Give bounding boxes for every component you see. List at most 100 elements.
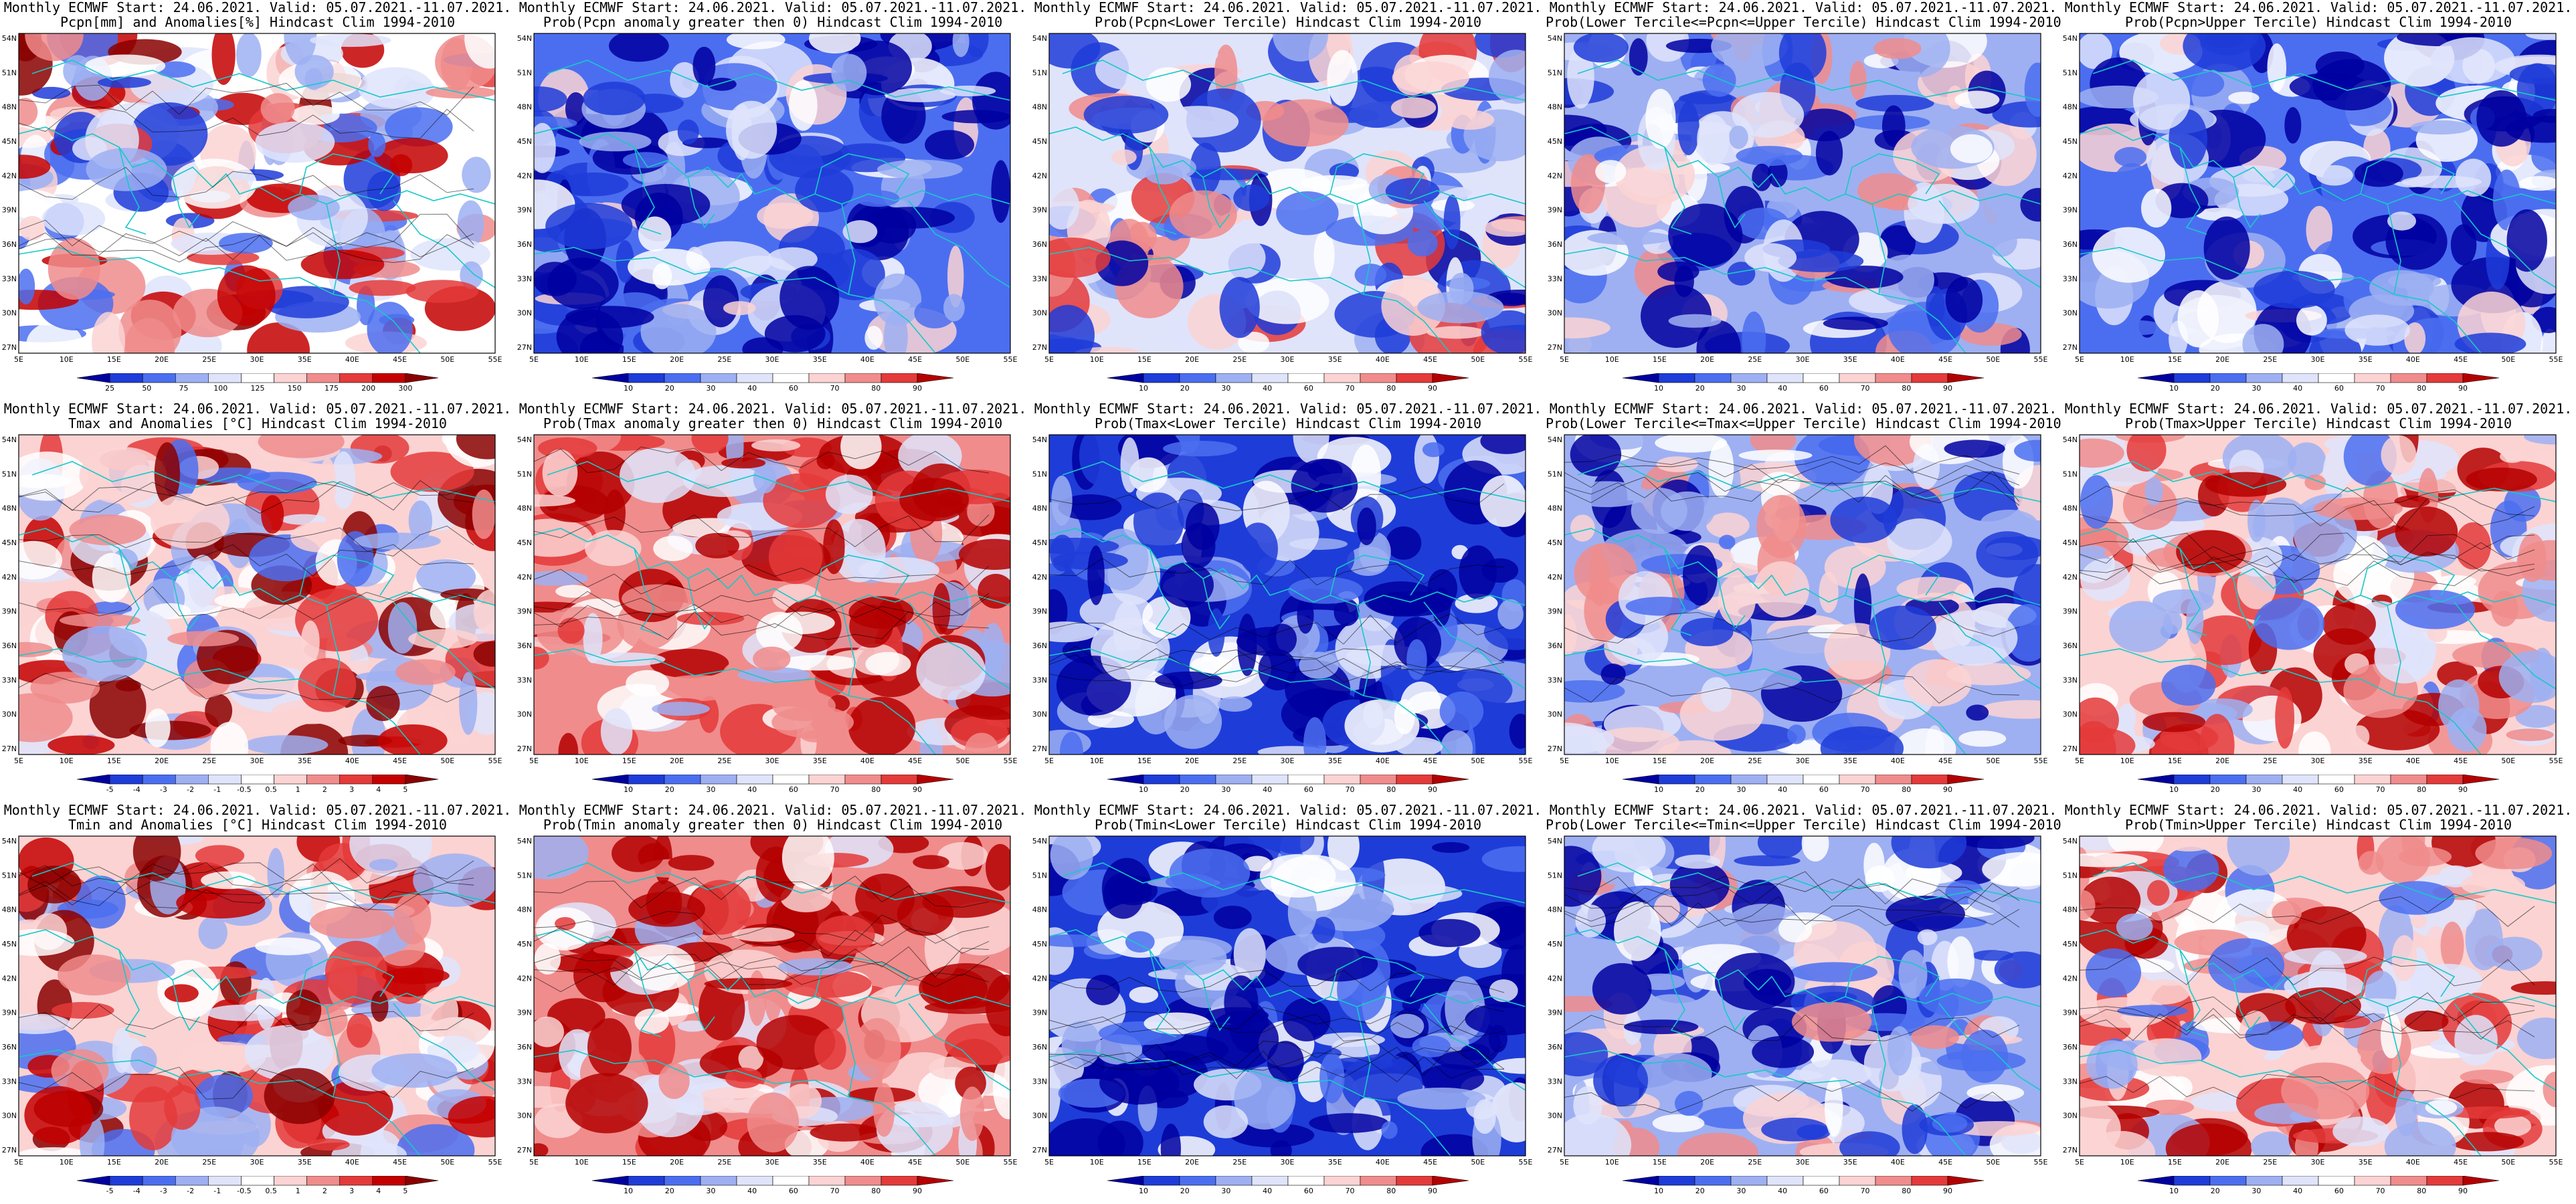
lon-label: 20E [1185,1158,1199,1167]
panel-title-line2: Prob(Tmax anomaly greater then 0) Hindca… [543,415,1003,431]
colorbar-swatch [2426,775,2464,785]
lat-label: 39N [1032,1009,1047,1017]
colorbar-swatch [2173,775,2211,785]
coastline [1718,979,1746,1031]
lon-label: 45E [1423,1158,1437,1167]
panel-title-line1: Monthly ECMWF Start: 24.06.2021. Valid: … [1549,401,2057,417]
colorbar-swatch [208,373,242,383]
colorbar-swatch [1875,1176,1912,1186]
coastline [2080,648,2482,755]
coastline [326,1006,341,1098]
colorbar-swatch [2462,1176,2500,1186]
lat-label: 48N [1032,504,1047,513]
colorbar-tick-label: 70 [1346,384,1355,393]
lon-label: 40E [1376,757,1390,765]
coastline [814,153,910,195]
colorbar-tick-label: 3 [349,785,354,794]
colorbar-tick-label: 300 [398,384,412,393]
coastline [19,648,421,755]
lon-label: 40E [860,757,875,765]
lat-label: 42N [2,573,17,581]
lon-label: 35E [2359,355,2373,364]
panel-title: Monthly ECMWF Start: 24.06.2021. Valid: … [0,0,515,29]
lon-label: 10E [60,757,74,765]
colorbar-tick-label: 5 [403,785,407,794]
map-frame [1048,33,1526,354]
coastline [2092,862,2556,904]
map-panel-tmin-0: Monthly ECMWF Start: 24.06.2021. Valid: … [0,803,515,1204]
lat-label: 27N [1548,744,1562,753]
colorbar-tick-label: 20 [1180,384,1190,393]
lat-label: 27N [1032,744,1047,753]
coastline [634,548,662,636]
lat-label: 51N [2,470,17,478]
colorbar-swatch [241,775,274,785]
colorbar-swatch [1839,775,1876,785]
lat-label: 39N [1548,206,1562,215]
lat-label: 27N [2,343,17,352]
colorbar-tick-label: -5 [106,785,114,794]
lon-label: 45E [393,757,407,765]
lat-label: 54N [1032,34,1047,43]
coastline [814,555,910,596]
lat-label: 36N [1548,240,1562,249]
lon-label: 15E [622,1158,636,1167]
colorbar-tick-label: 80 [1902,384,1911,393]
colorbar-tick-label: -5 [106,1187,114,1195]
lat-label: 33N [1032,676,1047,684]
lat-label: 51N [2063,470,2078,478]
colorbar-tick-label: 70 [1861,785,1870,794]
colorbar-tick-label: -2 [187,785,194,794]
colorbar-tick-label: 20 [1180,1187,1190,1195]
contour-line [19,880,474,911]
contour-line [1564,1081,2020,1114]
map-frame [1564,33,2041,354]
lon-label: 10E [1605,757,1619,765]
contour-line [2080,953,2535,987]
panel-title: Monthly ECMWF Start: 24.06.2021. Valid: … [1030,803,1546,832]
lon-label: 15E [107,355,121,364]
contour-line [1564,896,2020,928]
coastline [2080,528,2556,606]
lat-label: 48N [2,906,17,914]
map-canvas: 54N 51N 48N 45N 42N 39N 36N 33N 30N 27N 5E 10E 15E 20… [2,835,502,1167]
panel-title-line2: Pcpn[mm] and Anomalies[%] Hindcast Clim … [60,14,455,30]
colorbar-tick-label: 90 [1428,785,1437,794]
lon-label: 40E [1376,355,1390,364]
coastline [31,461,495,502]
colorbar-swatch [844,1176,882,1186]
colorbar-swatch [700,373,737,383]
colorbar-tick-label: 10 [624,785,633,794]
colorbar-swatch [1143,373,1180,383]
coastline [2179,146,2207,235]
lat-label: 30N [2063,309,2078,318]
contour-line [1564,474,2020,506]
lon-label: 40E [2406,1158,2420,1167]
coastline [1871,605,1886,696]
colorbar-tick-label: 60 [2334,384,2344,393]
lon-label: 55E [2549,757,2563,765]
lat-label: 42N [1032,573,1047,581]
panel-title-line2: Prob(Lower Tercile<=Tmin<=Upper Tercile)… [1546,817,2061,833]
lat-label: 33N [1548,274,1562,283]
lon-label: 25E [2263,355,2277,364]
colorbar-swatch [917,1176,954,1186]
contour-line [534,953,990,986]
colorbar-tick-label: 30 [2251,785,2261,794]
coastline [1049,648,1451,755]
lat-label: 33N [2,1077,17,1086]
map-panel-tmin-2: Monthly ECMWF Start: 24.06.2021. Valid: … [1030,803,1546,1204]
lat-label: 42N [2,171,17,180]
lat-label: 36N [2,641,17,650]
coastline [1564,1049,1966,1156]
colorbar-swatch [372,373,406,383]
lat-label: 33N [1032,274,1047,283]
colorbar-tick-label: 60 [789,1187,798,1195]
colorbar-tick-label: 90 [2458,1187,2468,1195]
lon-label: 35E [1843,757,1857,765]
contour-line [1564,470,2020,504]
lat-label: 51N [1032,470,1047,478]
colorbar-swatch [2426,1176,2464,1186]
lat-label: 45N [1548,538,1562,547]
colorbar-swatch [2318,775,2355,785]
